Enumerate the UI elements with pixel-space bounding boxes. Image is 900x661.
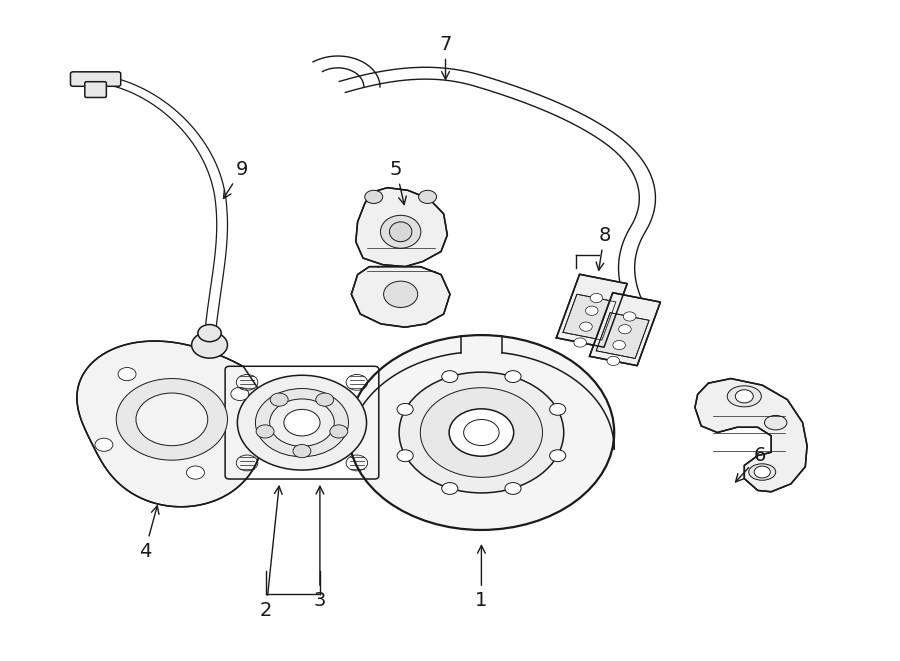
Circle shape — [505, 371, 521, 383]
Circle shape — [574, 338, 587, 347]
Circle shape — [449, 408, 514, 456]
Text: 7: 7 — [439, 34, 452, 79]
Circle shape — [397, 449, 413, 461]
Circle shape — [256, 389, 348, 457]
Ellipse shape — [381, 215, 421, 249]
Circle shape — [94, 438, 112, 451]
Circle shape — [270, 393, 288, 407]
Polygon shape — [695, 379, 807, 492]
Circle shape — [238, 375, 366, 470]
Circle shape — [590, 293, 603, 303]
Circle shape — [364, 190, 382, 204]
Circle shape — [442, 371, 458, 383]
Circle shape — [198, 325, 221, 342]
Circle shape — [550, 403, 566, 415]
Circle shape — [136, 393, 208, 446]
Text: 3: 3 — [314, 486, 326, 610]
Circle shape — [608, 356, 619, 366]
FancyBboxPatch shape — [70, 72, 121, 87]
FancyBboxPatch shape — [85, 82, 106, 97]
Text: 1: 1 — [475, 545, 488, 610]
Circle shape — [399, 372, 563, 493]
Circle shape — [284, 409, 320, 436]
Circle shape — [348, 335, 614, 530]
Circle shape — [550, 449, 566, 461]
Circle shape — [735, 390, 753, 403]
Ellipse shape — [727, 386, 761, 407]
Circle shape — [580, 322, 592, 331]
Circle shape — [329, 425, 347, 438]
Circle shape — [316, 393, 334, 407]
Circle shape — [397, 403, 413, 415]
Circle shape — [116, 379, 228, 460]
Text: 5: 5 — [390, 160, 406, 204]
Circle shape — [624, 312, 636, 321]
Text: 9: 9 — [223, 160, 248, 198]
Polygon shape — [556, 274, 627, 347]
Circle shape — [186, 466, 204, 479]
Circle shape — [293, 444, 310, 457]
Circle shape — [230, 387, 248, 401]
Polygon shape — [563, 294, 616, 340]
Circle shape — [118, 368, 136, 381]
Circle shape — [256, 425, 274, 438]
Circle shape — [618, 325, 631, 334]
Text: 4: 4 — [139, 506, 159, 561]
Ellipse shape — [749, 464, 776, 481]
Text: 2: 2 — [260, 486, 282, 620]
Polygon shape — [596, 313, 649, 358]
Ellipse shape — [764, 415, 787, 430]
Circle shape — [192, 332, 228, 358]
Text: 8: 8 — [596, 225, 610, 270]
Circle shape — [442, 483, 458, 494]
Circle shape — [754, 466, 770, 478]
Circle shape — [505, 483, 521, 494]
Circle shape — [586, 306, 598, 315]
Circle shape — [418, 190, 436, 204]
Ellipse shape — [390, 222, 412, 242]
Polygon shape — [351, 266, 450, 327]
Polygon shape — [356, 188, 447, 266]
Polygon shape — [590, 293, 661, 366]
Circle shape — [613, 340, 626, 350]
Polygon shape — [76, 341, 266, 507]
Text: 6: 6 — [735, 446, 766, 482]
Circle shape — [420, 388, 543, 477]
Ellipse shape — [383, 281, 418, 307]
Circle shape — [270, 399, 334, 446]
